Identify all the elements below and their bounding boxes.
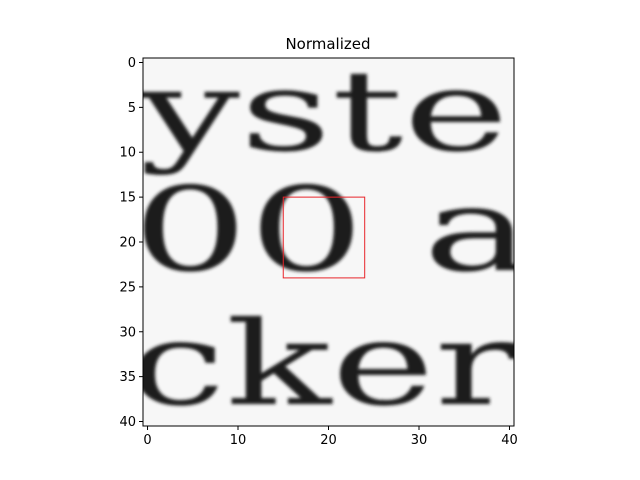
y-tick-label: 30	[119, 325, 136, 340]
x-tick-label: 0	[143, 433, 151, 448]
x-tick-label: 30	[411, 433, 428, 448]
y-tick-label: 10	[119, 146, 136, 161]
y-tick-label: 20	[119, 236, 136, 251]
y-tick-label: 5	[128, 101, 136, 116]
image-text-row-2: 00 a	[132, 163, 532, 298]
y-tick-label: 25	[119, 280, 136, 295]
image-text-row-1: yste	[137, 47, 509, 177]
image-background	[143, 58, 514, 426]
chart-title: Normalized	[285, 35, 370, 53]
normalized-image: yste 00 a cker	[128, 47, 532, 432]
x-axis: 0 10 20 30 40	[143, 426, 518, 448]
annotation-rectangle	[282, 196, 366, 279]
x-tick-label: 20	[320, 433, 337, 448]
y-tick-label: 35	[119, 370, 136, 385]
y-tick-label: 15	[119, 191, 136, 206]
x-tick-label: 40	[501, 433, 518, 448]
x-tick-label: 10	[230, 433, 247, 448]
plot-area: yste 00 a cker	[128, 47, 532, 432]
y-tick-label: 0	[128, 56, 136, 71]
image-text-row-3: cker	[128, 297, 519, 432]
y-axis: 0 5 10 15 20 25 30 35 40	[119, 56, 143, 430]
y-tick-label: 40	[119, 415, 136, 430]
image-glyphs: yste 00 a cker	[128, 47, 532, 432]
